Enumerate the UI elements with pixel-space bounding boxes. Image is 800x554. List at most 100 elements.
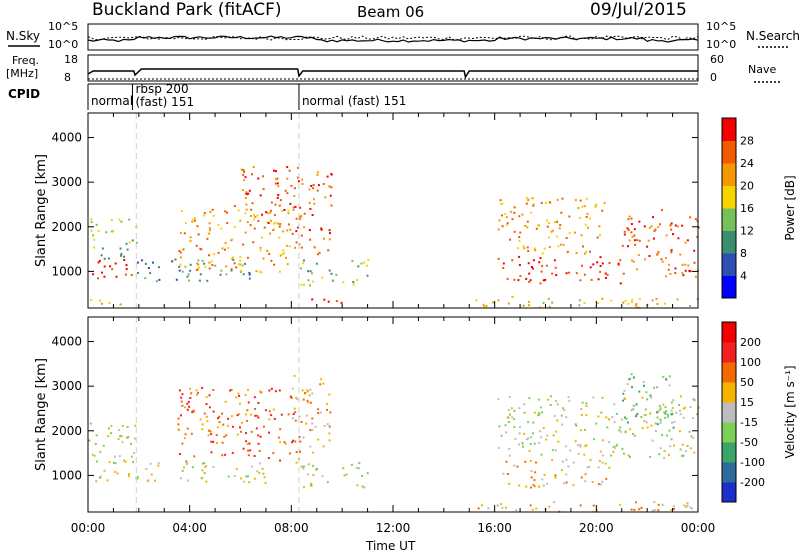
data-cell xyxy=(483,305,486,308)
data-cell xyxy=(631,386,633,389)
data-cell xyxy=(248,273,251,276)
colorbar-swatch xyxy=(722,462,736,483)
data-cell xyxy=(266,249,269,252)
data-cell xyxy=(232,425,234,428)
data-cell xyxy=(312,187,315,190)
data-cell xyxy=(611,416,614,419)
data-cell xyxy=(280,413,283,416)
data-cell xyxy=(668,375,671,378)
data-cell xyxy=(268,253,271,255)
data-cell xyxy=(189,387,191,390)
freq-tick-left-top: 18 xyxy=(64,53,78,66)
data-cell xyxy=(588,465,591,468)
data-cell xyxy=(644,408,647,411)
data-cell xyxy=(103,275,106,278)
data-cell xyxy=(258,450,261,452)
data-cell xyxy=(583,273,586,276)
data-cell xyxy=(313,202,316,205)
data-cell xyxy=(567,396,570,399)
data-cell xyxy=(597,466,600,469)
data-cell xyxy=(224,453,227,456)
data-cell xyxy=(674,272,677,274)
data-cell xyxy=(251,173,253,176)
data-cell xyxy=(613,446,616,449)
data-cell xyxy=(583,205,586,208)
data-cell xyxy=(206,279,209,282)
data-cell xyxy=(197,259,200,262)
data-cell xyxy=(93,454,96,457)
data-cell xyxy=(585,197,588,200)
data-cell xyxy=(556,419,559,422)
data-cell xyxy=(555,449,557,452)
data-cell xyxy=(261,467,264,470)
data-cell xyxy=(112,461,115,464)
data-cell xyxy=(504,213,507,216)
data-cell xyxy=(599,265,602,267)
data-cell xyxy=(330,272,333,275)
data-cell xyxy=(330,186,333,189)
data-cell xyxy=(526,246,529,249)
data-cell xyxy=(532,484,535,487)
data-cell xyxy=(530,436,533,439)
data-cell xyxy=(290,184,293,187)
data-cell xyxy=(302,465,305,468)
data-cell xyxy=(245,208,248,211)
data-cell xyxy=(245,440,248,443)
data-cell xyxy=(626,383,629,386)
data-cell xyxy=(601,209,604,212)
data-cell xyxy=(506,277,509,280)
data-cell xyxy=(546,482,549,485)
freq-label-2: [MHz] xyxy=(6,67,38,80)
data-cell xyxy=(553,259,556,262)
data-cell xyxy=(668,429,671,432)
data-cell xyxy=(108,461,111,464)
data-cell xyxy=(179,251,182,254)
xtick-label: 16:00 xyxy=(477,521,512,535)
data-cell xyxy=(288,245,291,248)
data-cell xyxy=(530,211,533,214)
data-cell xyxy=(664,416,667,419)
data-cell xyxy=(322,382,325,385)
data-cell xyxy=(630,373,633,376)
data-cell xyxy=(250,430,253,433)
data-cell xyxy=(356,484,359,487)
data-cell xyxy=(539,282,542,285)
data-cell xyxy=(506,416,509,419)
data-cell xyxy=(247,475,249,478)
data-cell xyxy=(605,416,608,419)
data-cell xyxy=(645,421,648,424)
data-cell xyxy=(323,237,325,240)
data-cell xyxy=(363,261,366,264)
data-cell xyxy=(208,222,211,225)
colorbar-frame xyxy=(721,117,737,299)
data-cell xyxy=(618,429,621,432)
data-cell xyxy=(555,235,558,238)
data-cell xyxy=(144,277,147,280)
data-cell xyxy=(653,500,656,503)
data-cell xyxy=(209,430,212,433)
data-cell xyxy=(497,398,500,401)
data-cell xyxy=(291,232,294,235)
data-cell xyxy=(651,299,654,302)
data-cell xyxy=(124,273,127,276)
data-cell xyxy=(99,475,102,478)
data-cell xyxy=(500,214,503,217)
data-cell xyxy=(221,441,224,444)
data-cell xyxy=(103,257,106,260)
data-cell xyxy=(295,451,298,454)
data-cell xyxy=(681,443,684,446)
data-cell xyxy=(238,394,241,397)
data-cell xyxy=(658,404,661,407)
data-cell xyxy=(654,422,657,425)
data-cell xyxy=(294,411,297,414)
ylabel: Slant Range [km] xyxy=(34,358,49,471)
data-cell xyxy=(528,304,530,307)
data-cell xyxy=(498,219,501,222)
data-cell xyxy=(530,486,532,489)
data-cell xyxy=(294,246,296,249)
data-cell xyxy=(640,416,643,419)
data-cell xyxy=(123,459,125,462)
data-cell xyxy=(278,225,281,228)
data-cell xyxy=(283,252,286,255)
data-cell xyxy=(352,283,355,286)
